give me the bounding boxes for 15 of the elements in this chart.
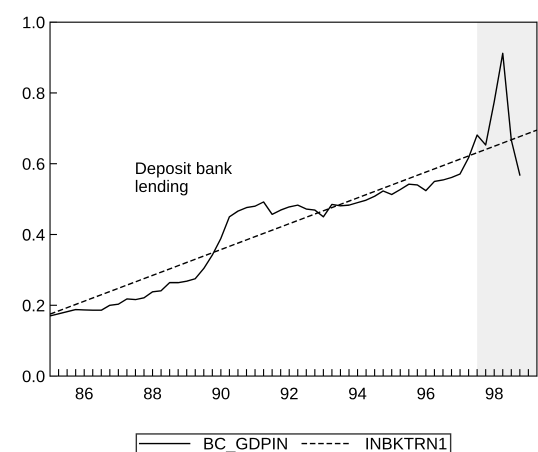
y-tick-label: 1.0	[23, 16, 45, 28]
annotation: Deposit bank lending	[136, 162, 232, 196]
x-tick-label: 92	[280, 388, 298, 400]
x-tick-label: 90	[212, 388, 230, 400]
x-tick-label: 86	[76, 388, 93, 400]
x-tick-label: 96	[417, 388, 434, 400]
y-tick-label: 0.0	[22, 370, 45, 382]
y-tick-label: 0.6	[22, 158, 44, 170]
y-tick-label: 0.4	[22, 228, 45, 241]
x-tick-label: 98	[486, 388, 503, 400]
x-tick-label: 94	[349, 388, 366, 400]
legend-label: INBKTRN1	[366, 438, 446, 450]
x-tick-label: 88	[144, 388, 162, 400]
y-tick-label: 0.2	[22, 300, 44, 312]
y-tick-label: 0.8	[22, 87, 44, 100]
